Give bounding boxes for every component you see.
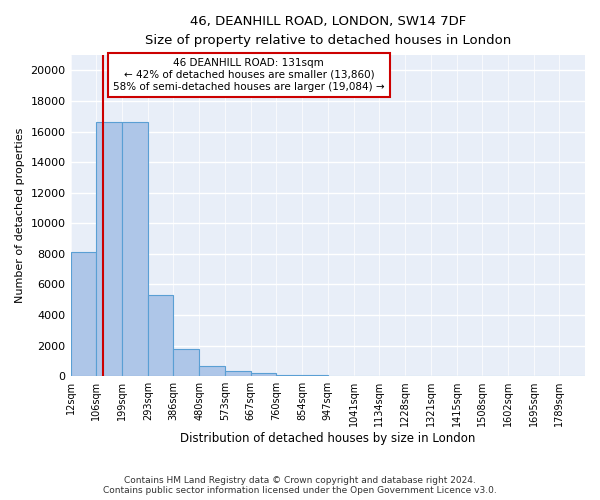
Title: 46, DEANHILL ROAD, LONDON, SW14 7DF
Size of property relative to detached houses: 46, DEANHILL ROAD, LONDON, SW14 7DF Size…	[145, 15, 511, 47]
Bar	[251, 373, 277, 376]
X-axis label: Distribution of detached houses by size in London: Distribution of detached houses by size …	[180, 432, 475, 445]
Bar	[148, 295, 173, 376]
Bar	[199, 366, 225, 376]
Bar	[277, 374, 302, 376]
Text: 46 DEANHILL ROAD: 131sqm
← 42% of detached houses are smaller (13,860)
58% of se: 46 DEANHILL ROAD: 131sqm ← 42% of detach…	[113, 58, 385, 92]
Bar	[302, 375, 328, 376]
Bar	[71, 252, 97, 376]
Bar	[122, 122, 148, 376]
Text: Contains HM Land Registry data © Crown copyright and database right 2024.
Contai: Contains HM Land Registry data © Crown c…	[103, 476, 497, 495]
Y-axis label: Number of detached properties: Number of detached properties	[15, 128, 25, 304]
Bar	[225, 370, 251, 376]
Bar	[97, 122, 122, 376]
Bar	[173, 348, 199, 376]
